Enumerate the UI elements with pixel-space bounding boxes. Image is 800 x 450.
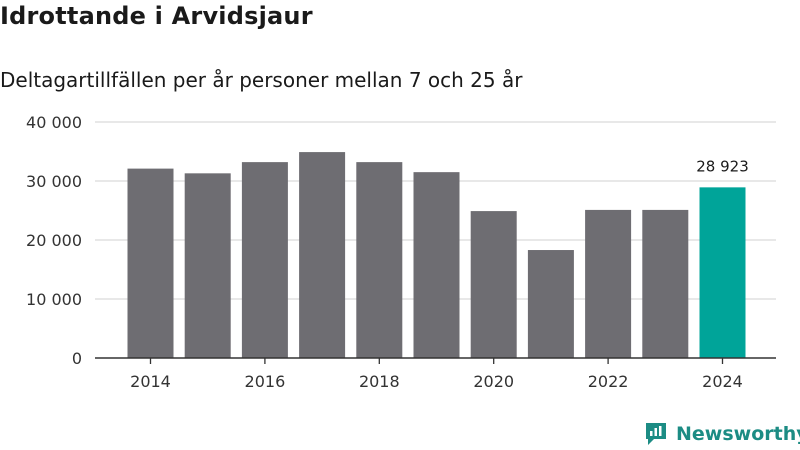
chart-subtitle: Deltagartillfällen per år personer mella… (0, 68, 523, 92)
y-tick-label: 30 000 (26, 172, 82, 191)
y-tick-label: 20 000 (26, 231, 82, 250)
x-tick-label: 2018 (359, 372, 400, 391)
bar-2017 (299, 152, 346, 358)
x-tick-label: 2024 (702, 372, 743, 391)
brand-name: Newsworthy (676, 423, 800, 445)
bar-2024 (699, 187, 746, 358)
y-tick-label: 10 000 (26, 290, 82, 309)
x-tick-label: 2020 (473, 372, 514, 391)
x-tick-label: 2022 (588, 372, 629, 391)
y-tick-label: 40 000 (26, 113, 82, 132)
y-tick-label: 0 (72, 349, 82, 368)
bar-2019 (413, 172, 460, 358)
bar-2023 (642, 209, 689, 358)
bar-2022 (585, 209, 632, 358)
page-title: Idrottande i Arvidsjaur (0, 2, 313, 30)
x-tick-label: 2014 (130, 372, 171, 391)
newsworthy-logo-icon (646, 423, 666, 445)
data-label: 28 923 (696, 157, 749, 175)
bar-2014 (127, 168, 174, 358)
bar-2020 (470, 211, 517, 358)
bar-2015 (184, 173, 231, 358)
brand-logo: Newsworthy (644, 420, 800, 448)
bar-2021 (527, 250, 574, 358)
bar-2016 (241, 162, 288, 358)
x-tick-label: 2016 (245, 372, 286, 391)
bar-2018 (356, 162, 403, 358)
